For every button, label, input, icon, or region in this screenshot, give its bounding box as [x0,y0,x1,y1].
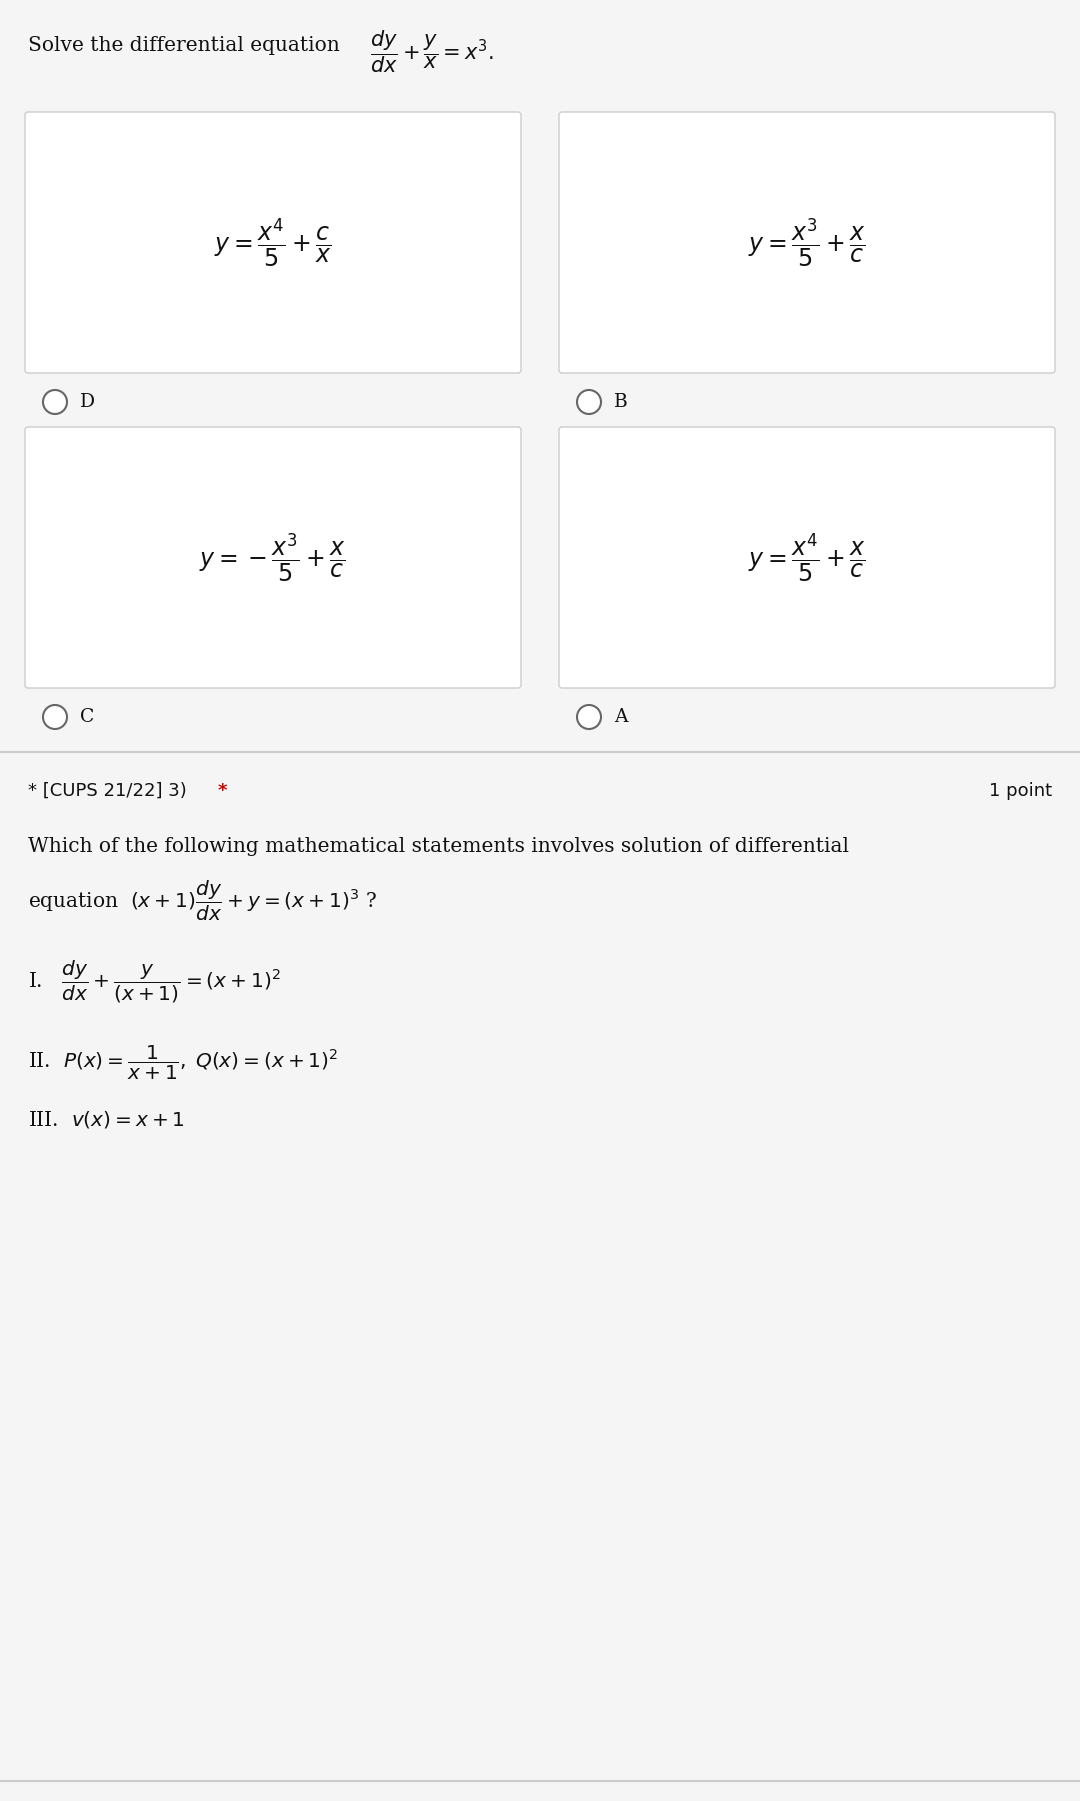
Text: *: * [218,782,228,800]
Text: II.  $P(x) = \dfrac{1}{x+1},\; Q(x) = (x+1)^2$: II. $P(x) = \dfrac{1}{x+1},\; Q(x) = (x+… [28,1045,338,1082]
Text: D: D [80,393,95,411]
Text: $\dfrac{dy}{dx} + \dfrac{y}{x} = x^3.$: $\dfrac{dy}{dx} + \dfrac{y}{x} = x^3.$ [370,29,494,74]
Text: $y = \dfrac{x^4}{5} + \dfrac{c}{x}$: $y = \dfrac{x^4}{5} + \dfrac{c}{x}$ [214,216,332,268]
Text: * [CUPS 21/22] 3): * [CUPS 21/22] 3) [28,782,192,800]
Text: 1 point: 1 point [989,782,1052,800]
Text: III.  $v(x) = x+1$: III. $v(x) = x+1$ [28,1109,185,1129]
Circle shape [43,391,67,414]
FancyBboxPatch shape [25,427,521,688]
Text: equation  $(x+1)\dfrac{dy}{dx} + y = (x+1)^3$ ?: equation $(x+1)\dfrac{dy}{dx} + y = (x+1… [28,879,377,924]
Text: B: B [615,393,627,411]
Text: C: C [80,708,94,726]
Circle shape [577,391,600,414]
Text: $y = -\dfrac{x^3}{5} + \dfrac{x}{c}$: $y = -\dfrac{x^3}{5} + \dfrac{x}{c}$ [200,531,347,584]
Text: $y = \dfrac{x^3}{5} + \dfrac{x}{c}$: $y = \dfrac{x^3}{5} + \dfrac{x}{c}$ [748,216,866,268]
Text: Which of the following mathematical statements involves solution of differential: Which of the following mathematical stat… [28,837,849,855]
Text: $y = \dfrac{x^4}{5} + \dfrac{x}{c}$: $y = \dfrac{x^4}{5} + \dfrac{x}{c}$ [748,531,866,584]
FancyBboxPatch shape [559,427,1055,688]
FancyBboxPatch shape [25,112,521,373]
Circle shape [577,704,600,729]
Text: A: A [615,708,627,726]
Text: Solve the differential equation: Solve the differential equation [28,36,340,56]
FancyBboxPatch shape [559,112,1055,373]
Circle shape [43,704,67,729]
Text: I.   $\dfrac{dy}{dx} + \dfrac{y}{(x+1)} = (x+1)^2$: I. $\dfrac{dy}{dx} + \dfrac{y}{(x+1)} = … [28,958,281,1005]
